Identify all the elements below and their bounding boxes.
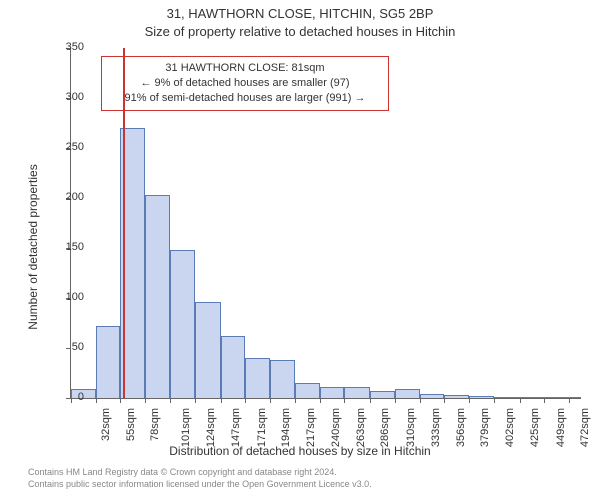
xtick-label: 402sqm bbox=[504, 408, 516, 447]
xtick-mark bbox=[295, 398, 296, 403]
histogram-bar bbox=[320, 387, 345, 398]
xtick-label: 194sqm bbox=[280, 408, 292, 447]
xtick-mark bbox=[444, 398, 445, 403]
xtick-mark bbox=[420, 398, 421, 403]
histogram-bar bbox=[520, 397, 545, 398]
xtick-mark bbox=[395, 398, 396, 403]
histogram-bar bbox=[395, 389, 420, 398]
histogram-bar bbox=[221, 336, 246, 398]
xtick-mark bbox=[195, 398, 196, 403]
ytick-label: 0 bbox=[44, 391, 84, 403]
xtick-label: 32sqm bbox=[100, 408, 112, 441]
annotation-line: 31 HAWTHORN CLOSE: 81sqm bbox=[110, 61, 380, 76]
xtick-label: 78sqm bbox=[150, 408, 162, 441]
xtick-label: 217sqm bbox=[305, 408, 317, 447]
xtick-mark bbox=[120, 398, 121, 403]
footer-copyright-1: Contains HM Land Registry data © Crown c… bbox=[28, 467, 337, 477]
xtick-mark bbox=[544, 398, 545, 403]
histogram-bar bbox=[170, 250, 195, 398]
ytick-label: 200 bbox=[44, 191, 84, 203]
histogram-bar bbox=[420, 394, 445, 398]
histogram-bar bbox=[96, 326, 121, 398]
xtick-label: 147sqm bbox=[230, 408, 242, 447]
footer-copyright-2: Contains public sector information licen… bbox=[28, 479, 372, 489]
xtick-label: 240sqm bbox=[330, 408, 342, 447]
ytick-label: 150 bbox=[44, 241, 84, 253]
histogram-bar bbox=[195, 302, 221, 398]
xtick-label: 286sqm bbox=[379, 408, 391, 447]
xtick-label: 310sqm bbox=[405, 408, 417, 447]
xtick-mark bbox=[145, 398, 146, 403]
xtick-label: 356sqm bbox=[455, 408, 467, 447]
histogram-bar bbox=[245, 358, 270, 398]
xtick-label: 379sqm bbox=[479, 408, 491, 447]
annotation-line: 91% of semi-detached houses are larger (… bbox=[110, 91, 380, 106]
histogram-bar bbox=[469, 396, 494, 398]
xtick-label: 55sqm bbox=[125, 408, 137, 441]
ytick-label: 250 bbox=[44, 141, 84, 153]
xtick-mark bbox=[270, 398, 271, 403]
xtick-label: 472sqm bbox=[580, 408, 592, 447]
histogram-bar bbox=[494, 397, 520, 398]
histogram-bar bbox=[270, 360, 295, 398]
histogram-bar bbox=[295, 383, 320, 398]
xtick-label: 101sqm bbox=[180, 408, 192, 447]
annotation-box: 31 HAWTHORN CLOSE: 81sqm← 9% of detached… bbox=[101, 56, 389, 111]
xtick-mark bbox=[320, 398, 321, 403]
xtick-mark bbox=[344, 398, 345, 403]
plot-area: 31 HAWTHORN CLOSE: 81sqm← 9% of detached… bbox=[70, 48, 581, 399]
histogram-bar bbox=[569, 397, 581, 398]
histogram-bar bbox=[145, 195, 170, 398]
ytick-label: 50 bbox=[44, 341, 84, 353]
xtick-label: 171sqm bbox=[256, 408, 268, 447]
xtick-mark bbox=[221, 398, 222, 403]
xtick-label: 333sqm bbox=[430, 408, 442, 447]
xtick-label: 124sqm bbox=[205, 408, 217, 447]
histogram-bar bbox=[444, 395, 469, 398]
ytick-label: 100 bbox=[44, 291, 84, 303]
xtick-mark bbox=[569, 398, 570, 403]
xtick-label: 425sqm bbox=[529, 408, 541, 447]
xtick-mark bbox=[520, 398, 521, 403]
xtick-mark bbox=[170, 398, 171, 403]
xtick-mark bbox=[96, 398, 97, 403]
ytick-label: 300 bbox=[44, 91, 84, 103]
xtick-mark bbox=[469, 398, 470, 403]
chart-title-sub: Size of property relative to detached ho… bbox=[0, 24, 600, 39]
y-axis-label: Number of detached properties bbox=[26, 157, 40, 337]
chart-title-main: 31, HAWTHORN CLOSE, HITCHIN, SG5 2BP bbox=[0, 6, 600, 21]
xtick-label: 449sqm bbox=[555, 408, 567, 447]
histogram-bar bbox=[370, 391, 395, 398]
histogram-bar bbox=[544, 397, 569, 398]
ytick-label: 350 bbox=[44, 41, 84, 53]
histogram-bar bbox=[344, 387, 370, 398]
xtick-mark bbox=[494, 398, 495, 403]
xtick-mark bbox=[245, 398, 246, 403]
annotation-line: ← 9% of detached houses are smaller (97) bbox=[110, 76, 380, 91]
xtick-mark bbox=[370, 398, 371, 403]
xtick-label: 263sqm bbox=[355, 408, 367, 447]
